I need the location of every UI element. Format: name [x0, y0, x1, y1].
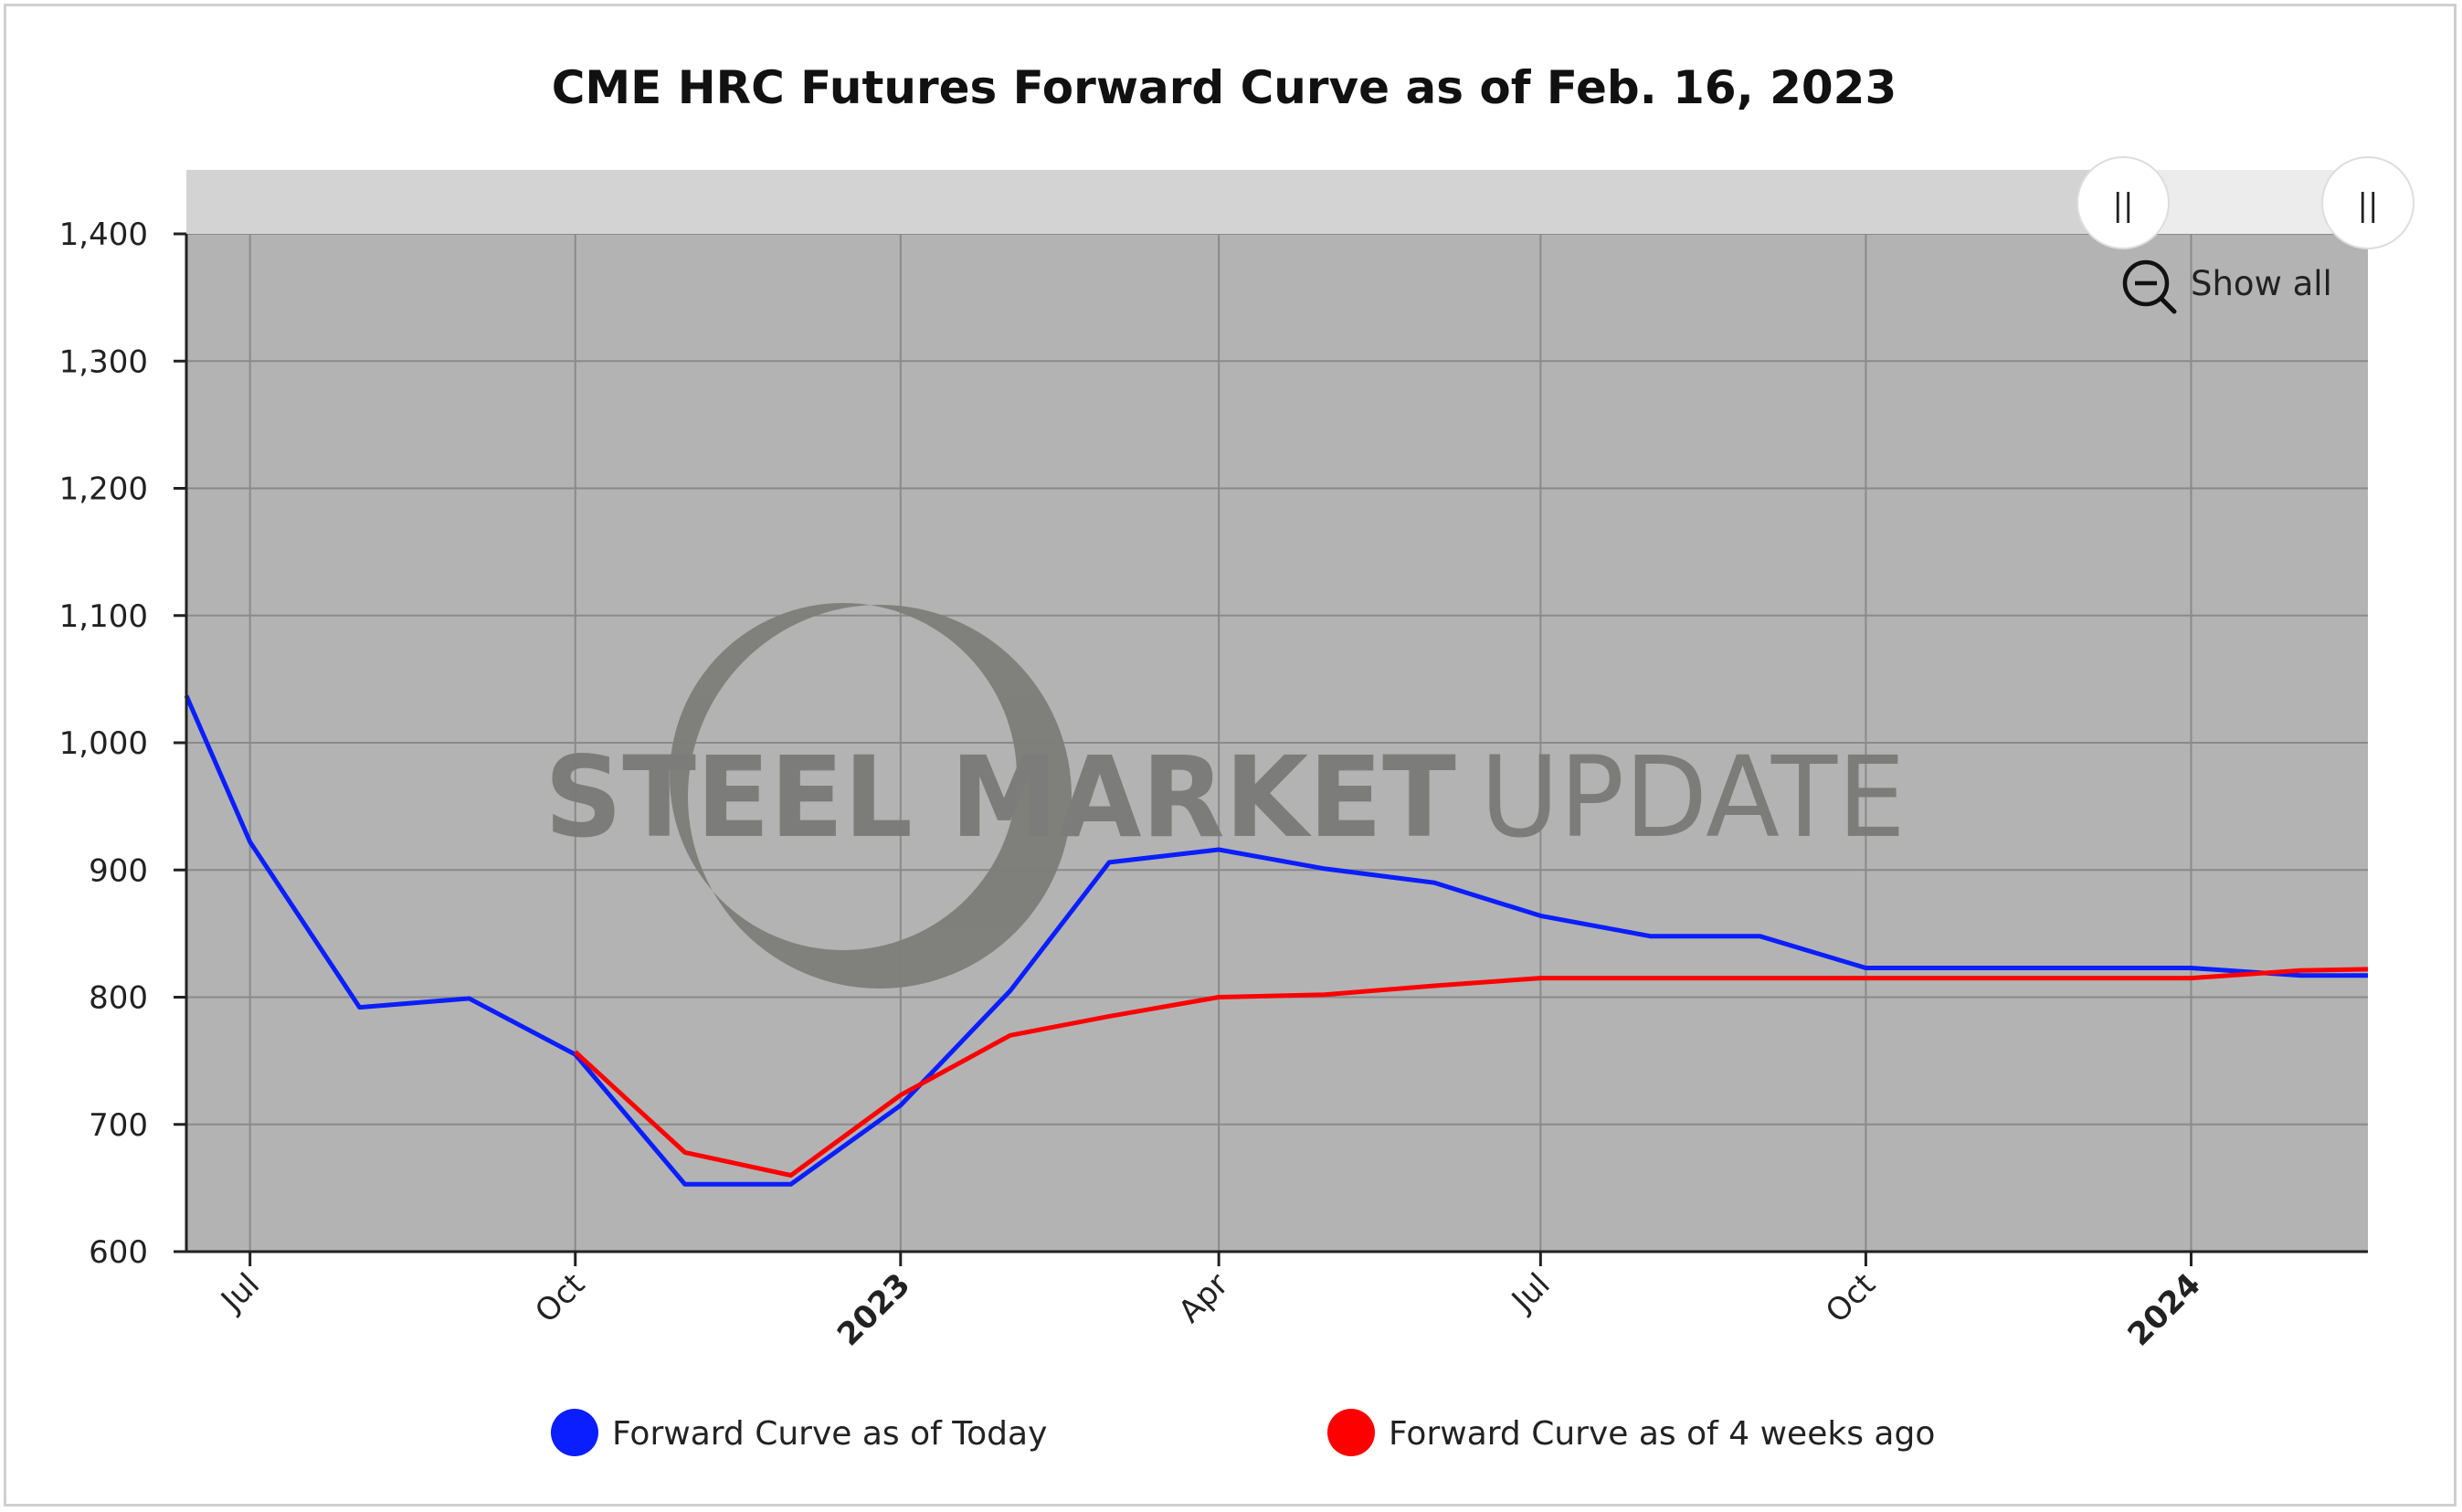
x-tick-label: 2023 [830, 1266, 917, 1353]
y-tick-label: 600 [89, 1234, 148, 1271]
y-tick-label: 1,400 [59, 217, 148, 253]
legend: Forward Curve as of Today Forward Curve a… [551, 1409, 1935, 1456]
range-handle-left-grip-icon: || [2113, 187, 2134, 224]
range-handle-right[interactable]: || [2321, 156, 2414, 249]
legend-swatch [1327, 1409, 1375, 1456]
x-tick-label: 2024 [2121, 1266, 2208, 1353]
y-tick-label: 800 [89, 980, 148, 1017]
legend-swatch [551, 1409, 598, 1456]
x-tick-label: Jul [213, 1266, 267, 1320]
range-navigator-track[interactable] [186, 170, 2368, 234]
legend-label[interactable]: Forward Curve as of 4 weeks ago [1389, 1415, 1935, 1453]
show-all-button[interactable]: Show all [2122, 259, 2332, 314]
x-tick-label: Oct [528, 1266, 592, 1330]
y-tick-label: 1,100 [59, 598, 148, 635]
x-tick-label: Jul [1504, 1266, 1558, 1320]
y-tick-label: 1,000 [59, 725, 148, 762]
range-handle-left[interactable]: || [2076, 156, 2170, 249]
watermark-bold-text: STEEL MARKET [544, 733, 1456, 862]
y-tick-label: 1,200 [59, 471, 148, 508]
series-line-4-weeks-ago[interactable] [574, 967, 2369, 1178]
series-line-today[interactable] [184, 694, 2368, 1187]
watermark-light-text: UPDATE [1480, 733, 1906, 862]
x-axis-ticks: Jul Oct 2023 Apr Jul Oct 2024 [213, 1252, 2208, 1353]
grid [186, 233, 2368, 1253]
chart-title: CME HRC Futures Forward Curve as of Feb.… [552, 61, 1897, 114]
series-layer [184, 694, 2369, 1187]
y-tick-label: 1,300 [59, 344, 148, 380]
x-tick-label: Apr [1172, 1266, 1236, 1330]
legend-label[interactable]: Forward Curve as of Today [612, 1415, 1047, 1453]
watermark-logo: STEEL MARKET UPDATE [544, 603, 1906, 989]
range-navigator[interactable]: || || [186, 156, 2414, 249]
range-handle-right-grip-icon: || [2358, 187, 2379, 224]
y-axis-ticks: 600 700 800 900 1,000 1,100 1,200 1,300 1,400 [59, 217, 186, 1271]
y-tick-label: 900 [89, 852, 148, 889]
zoom-out-icon [2122, 259, 2177, 314]
x-tick-label: Oct [1819, 1266, 1883, 1330]
show-all-label: Show all [2191, 264, 2332, 303]
y-tick-label: 700 [89, 1107, 148, 1144]
watermark-text: STEEL MARKET UPDATE [544, 733, 1906, 862]
